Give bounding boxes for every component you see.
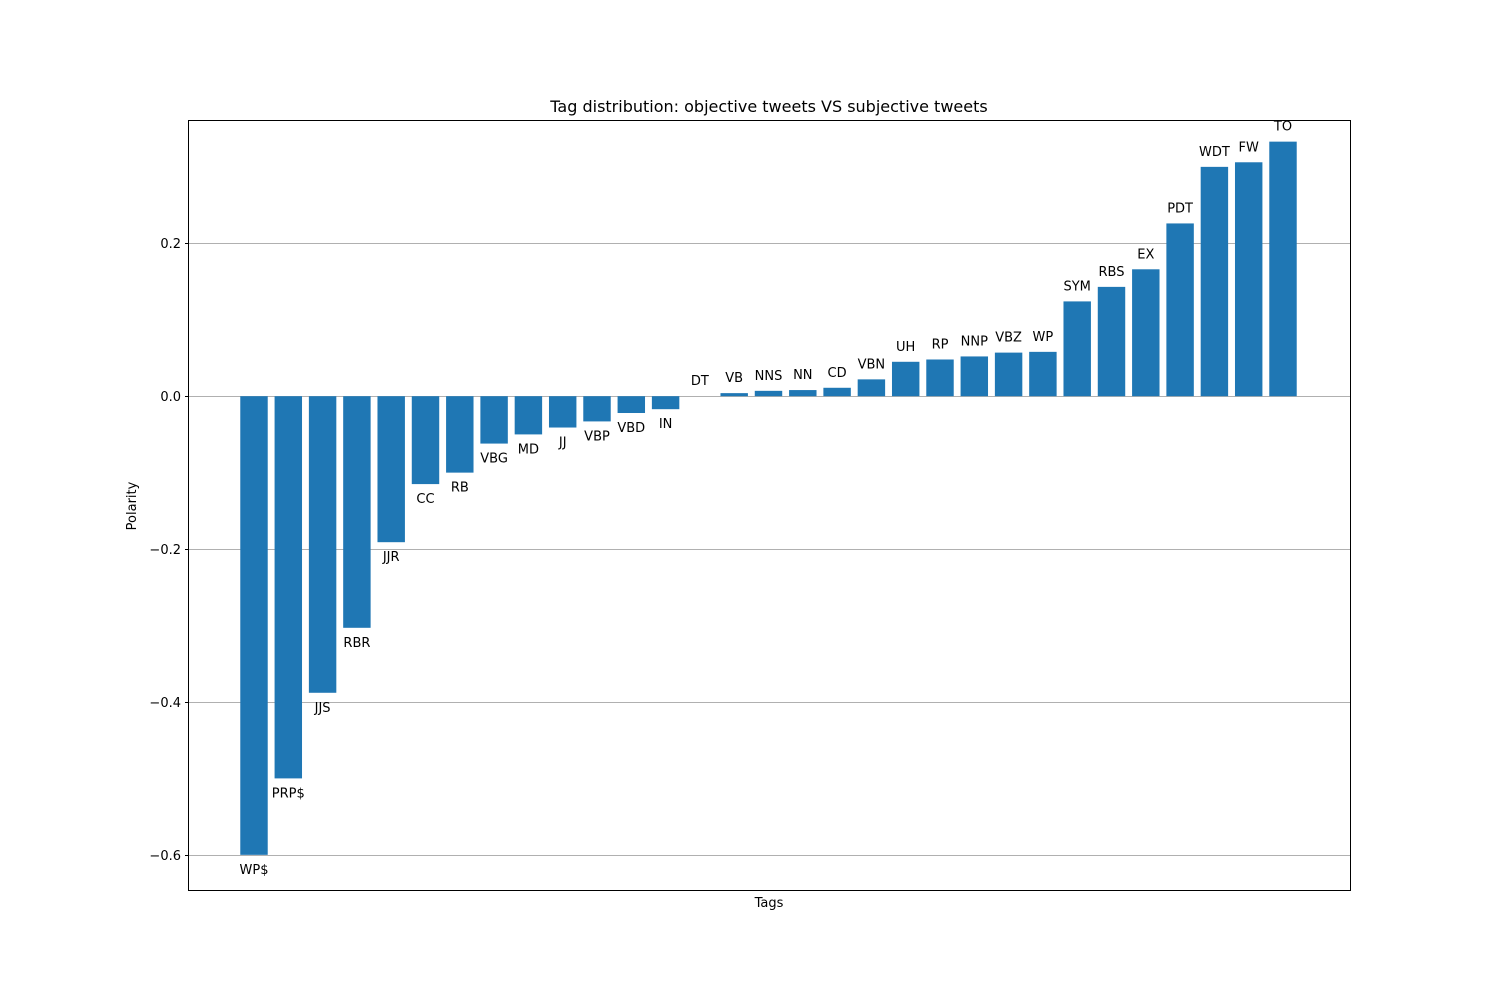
bar-label: PRP$ xyxy=(272,786,305,801)
x-axis-label: Tags xyxy=(754,896,784,911)
bar-nn xyxy=(789,390,817,397)
bar-nns xyxy=(754,390,783,397)
bar-label: FW xyxy=(1239,140,1259,155)
bar-rbr xyxy=(343,396,371,628)
bar-label: TO xyxy=(1273,120,1292,135)
bar-label: VBN xyxy=(858,357,886,372)
bar-fw xyxy=(1234,162,1263,397)
grid-lines xyxy=(189,243,1350,856)
bar-label: JJR xyxy=(382,550,400,565)
bar-label: VBP xyxy=(584,429,610,444)
plot-area-frame xyxy=(188,120,1351,891)
bar-wp xyxy=(1029,351,1057,397)
y-axis-ticks: 0.2 0.0 −0.2 −0.4 −0.6 xyxy=(149,237,189,864)
bar-vbz xyxy=(994,352,1023,397)
bar-label: VBZ xyxy=(995,331,1022,346)
y-axis-label: Polarity xyxy=(125,481,140,530)
bar-label: SYM xyxy=(1063,279,1090,294)
bar-rb xyxy=(446,396,474,473)
bar-label: UH xyxy=(896,340,915,355)
bar-label: WP$ xyxy=(240,863,269,878)
bar-label: WP xyxy=(1033,330,1054,345)
bar-vbp xyxy=(583,396,611,422)
bar-vb xyxy=(720,393,748,397)
bar-in xyxy=(651,396,680,410)
bar-label: WDT xyxy=(1199,145,1230,160)
bar-label: EX xyxy=(1137,247,1154,262)
bar-label: CD xyxy=(828,366,847,381)
bar-label: NN xyxy=(793,368,812,383)
bar-label: IN xyxy=(659,417,673,432)
y-tick-label: −0.4 xyxy=(149,696,181,711)
y-tick-label: 0.0 xyxy=(160,390,181,405)
bar-uh xyxy=(891,361,920,397)
bar-rbs xyxy=(1097,286,1126,397)
bar-jjr xyxy=(377,396,405,543)
bar-label: MD xyxy=(518,442,539,457)
bar-ex xyxy=(1132,269,1160,397)
bar-label: RBS xyxy=(1099,265,1125,280)
y-tick-label: −0.2 xyxy=(149,543,181,558)
bar-label: NNS xyxy=(755,369,783,384)
bar-wp-dollar xyxy=(240,396,268,855)
bars xyxy=(240,141,1297,855)
bar-vbd xyxy=(617,396,646,414)
bar-label: NNP xyxy=(961,334,988,349)
bar-vbn xyxy=(857,379,886,397)
bar-wdt xyxy=(1200,166,1229,397)
bar-label: DT xyxy=(691,374,709,389)
y-tick-label: −0.6 xyxy=(149,849,181,864)
bar-jjs xyxy=(308,396,337,693)
bar-label: CC xyxy=(416,492,434,507)
bar-jj xyxy=(548,396,577,428)
bar-label: JJS xyxy=(314,701,331,716)
bar-prp-dollar xyxy=(274,396,303,779)
bar-label: VBD xyxy=(617,421,645,436)
bar-rp xyxy=(926,359,954,397)
bar-vbg xyxy=(480,396,508,444)
bar-cd xyxy=(823,387,851,397)
bar-label: PDT xyxy=(1167,201,1193,216)
bar-label: JJ xyxy=(558,436,567,451)
bar-sym xyxy=(1063,301,1091,397)
y-tick-label: 0.2 xyxy=(160,237,181,252)
bar-cc xyxy=(411,396,440,485)
bar-label: VB xyxy=(725,371,743,386)
bar-pdt xyxy=(1166,223,1194,397)
bar-label: RB xyxy=(451,481,469,496)
bar-to xyxy=(1269,141,1297,397)
bar-label: RP xyxy=(932,337,949,352)
bar-label: RBR xyxy=(343,636,370,651)
bar-md xyxy=(514,396,543,435)
bar-nnp xyxy=(960,356,989,397)
chart-title: Tag distribution: objective tweets VS su… xyxy=(549,97,987,116)
bar-label: VBG xyxy=(480,452,508,467)
